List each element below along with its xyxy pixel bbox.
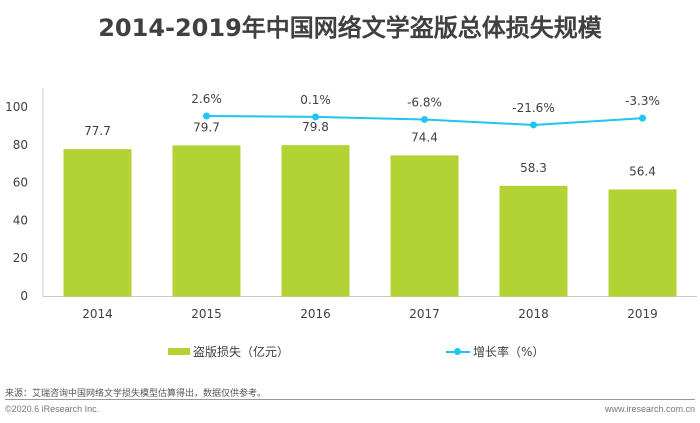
- bar: [172, 145, 241, 297]
- growth-rate-point: [203, 112, 210, 120]
- legend-bar-swatch: [168, 348, 190, 355]
- website-link[interactable]: www.iresearch.com.cn: [604, 404, 695, 414]
- growth-rate-label: -21.6%: [512, 101, 554, 115]
- x-tick-label: 2014: [82, 307, 113, 321]
- y-tick-label: 40: [13, 213, 28, 227]
- bar-value-label: 77.7: [84, 124, 111, 138]
- bar: [499, 185, 568, 297]
- growth-rate-point: [530, 121, 537, 129]
- legend-line-swatch: [446, 346, 470, 358]
- bar: [281, 145, 350, 297]
- bar: [63, 149, 132, 297]
- growth-rate-label: 0.1%: [300, 93, 331, 107]
- bar-value-label: 79.8: [302, 120, 329, 134]
- x-tick-label: 2015: [191, 307, 222, 321]
- copyright: ©2020.6 iResearch Inc.: [5, 404, 100, 414]
- bar-value-label: 58.3: [520, 161, 547, 175]
- x-tick-label: 2017: [409, 307, 440, 321]
- growth-rate-point: [421, 115, 428, 123]
- growth-rate-point: [312, 113, 319, 121]
- growth-rate-label: 2.6%: [191, 92, 222, 106]
- legend-item-line: 增长率（%）: [446, 343, 544, 360]
- legend-bar-label: 盗版损失（亿元）: [193, 345, 290, 359]
- growth-rate-point: [639, 114, 646, 122]
- y-tick-label: 100: [5, 100, 28, 114]
- y-tick-label: 0: [20, 289, 28, 303]
- y-tick-label: 20: [13, 251, 28, 265]
- growth-rate-label: -6.8%: [407, 95, 442, 109]
- chart-plot: 0 20 40 60 80 100 77.7 2014 79.7 2015 79.8 2016 74.4…: [5, 88, 697, 321]
- bar-value-label: 79.7: [193, 120, 220, 134]
- source-note: 来源：艾瑞咨询中国网络文学损失模型估算得出，数据仅供参考。: [5, 389, 267, 399]
- y-tick-label: 80: [13, 138, 28, 152]
- bar: [390, 155, 459, 297]
- y-tick-label: 60: [13, 176, 28, 190]
- legend-item-bar: 盗版损失（亿元）: [168, 343, 289, 360]
- chart-title: 2014-2019年中国网络文学盗版总体损失规模: [98, 14, 602, 42]
- bar-value-label: 74.4: [411, 130, 438, 144]
- legend-line-label: 增长率（%）: [473, 345, 545, 359]
- bar-value-label: 56.4: [629, 164, 656, 178]
- footer-divider: [5, 399, 695, 400]
- x-tick-label: 2018: [518, 307, 549, 321]
- x-tick-label: 2016: [300, 307, 331, 321]
- growth-rate-label: -3.3%: [625, 94, 660, 108]
- x-tick-label: 2019: [627, 307, 658, 321]
- bar: [608, 189, 677, 297]
